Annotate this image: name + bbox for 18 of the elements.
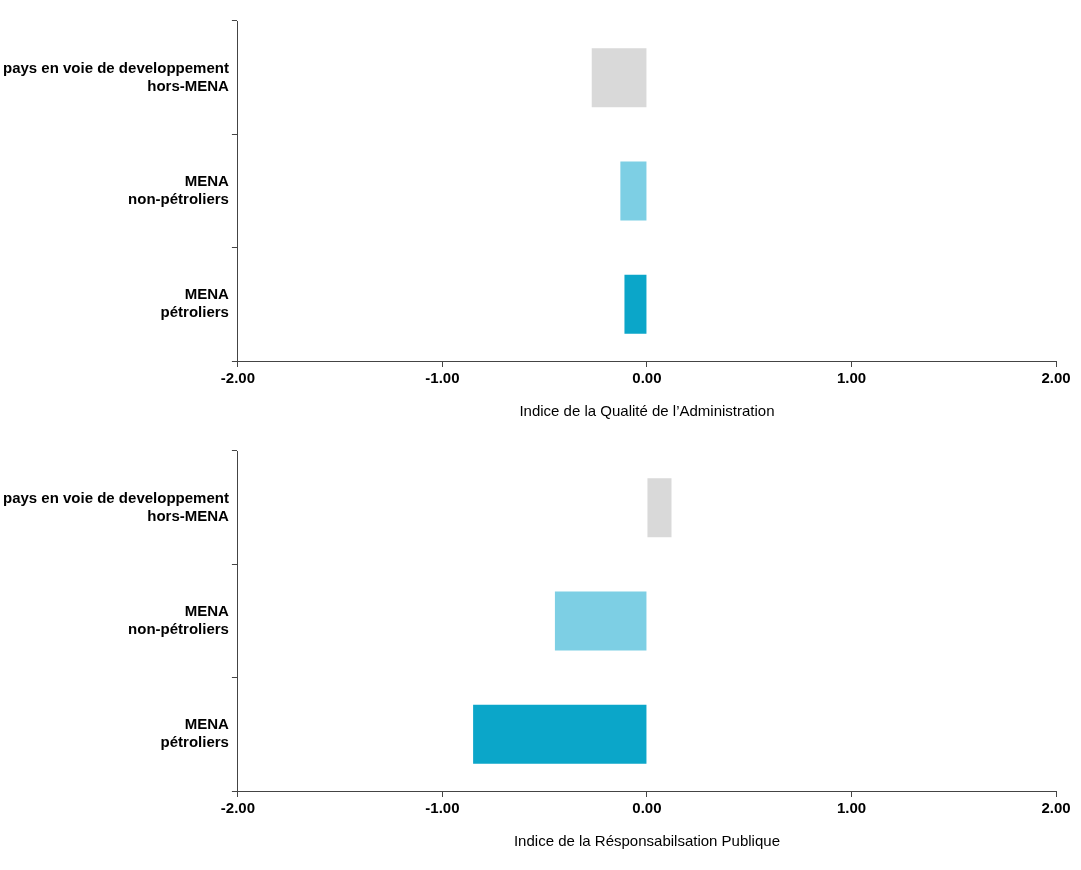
x-tick-label: 2.00 (1041, 369, 1071, 387)
y-tick-label: pays en voie de developpement hors-MENA (2, 58, 230, 94)
x-tick-label: -1.00 (425, 369, 460, 387)
x-tick-label: 0.00 (632, 369, 662, 387)
y-tick-label: pays en voie de developpement hors-MENA (2, 488, 230, 524)
x-tick-label: 2.00 (1041, 799, 1071, 817)
x-tick-label: 1.00 (836, 369, 867, 387)
x-tick-label: -2.00 (220, 369, 256, 387)
x-tick-label: 0.00 (632, 799, 662, 817)
y-tick-label: MENA non-pétroliers (128, 172, 230, 208)
x-tick-label: 1.00 (836, 799, 867, 817)
y-tick-label: MENA non-pétroliers (128, 602, 230, 638)
x-axis-title: Indice de la Qualité de l’Administration (519, 402, 775, 420)
x-tick-label: -1.00 (425, 799, 460, 817)
y-tick-label: MENA pétroliers (160, 285, 230, 321)
y-tick-label: MENA pétroliers (160, 715, 230, 751)
x-tick-label: -2.00 (220, 799, 256, 817)
x-axis-title: Indice de la Résponsabilsation Publique (513, 832, 780, 850)
